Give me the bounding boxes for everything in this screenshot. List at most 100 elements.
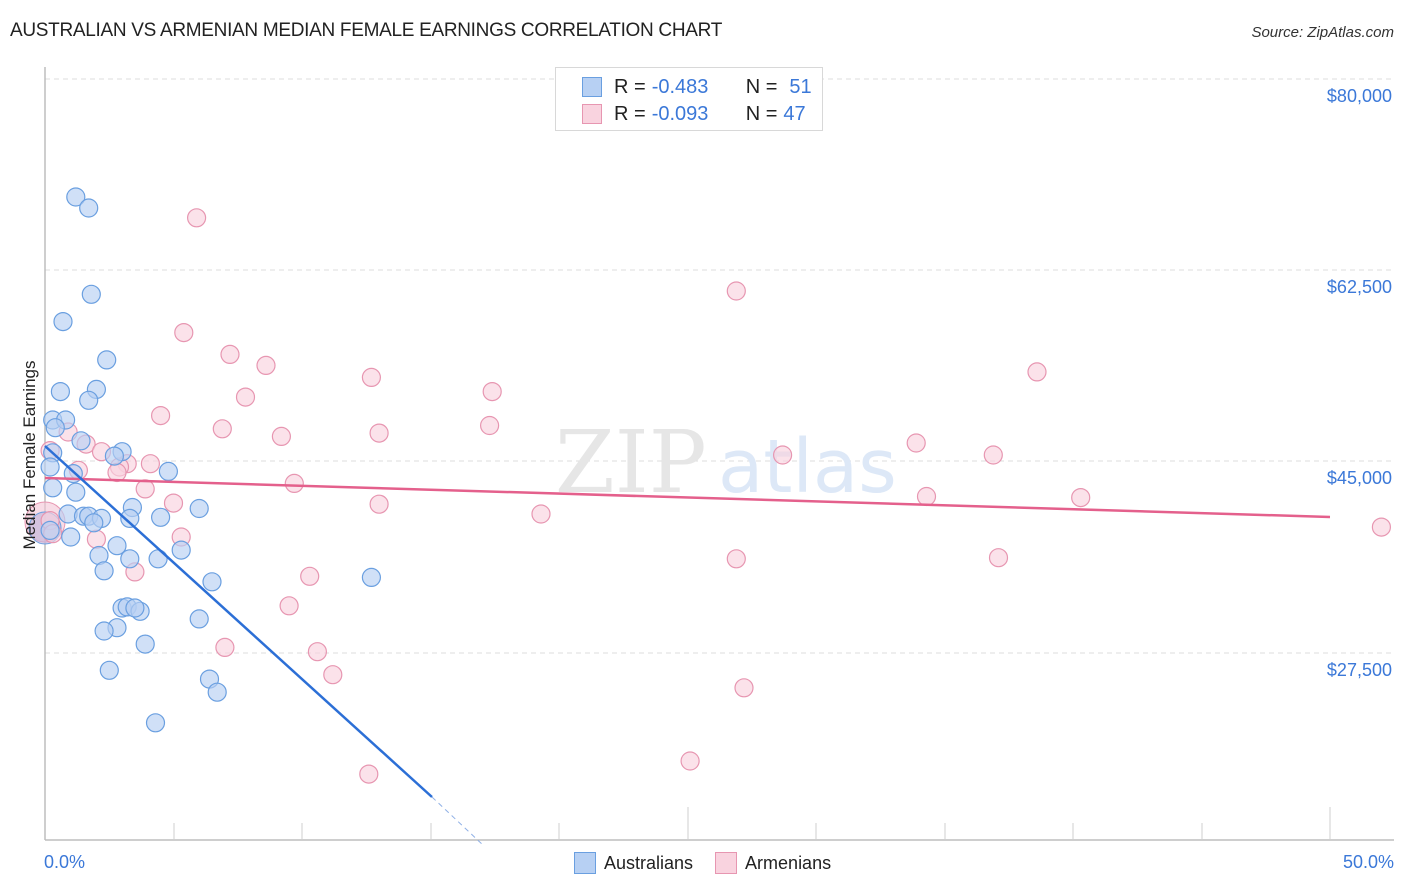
legend-item-australians[interactable]: Australians xyxy=(574,852,693,874)
armenians-swatch xyxy=(582,104,602,124)
armenians-swatch xyxy=(715,852,738,874)
n-value: 47 xyxy=(783,102,806,125)
armenians-point[interactable] xyxy=(86,529,107,549)
australians-point[interactable] xyxy=(151,507,171,527)
armenians-point[interactable] xyxy=(1027,362,1047,382)
armenians-point[interactable] xyxy=(212,419,232,439)
armenians-point[interactable] xyxy=(772,445,793,465)
australians-point[interactable] xyxy=(361,567,381,588)
armenians-point[interactable] xyxy=(916,486,937,507)
australians-point[interactable] xyxy=(66,482,86,502)
armenians-point[interactable] xyxy=(359,764,379,784)
australians-point[interactable] xyxy=(94,561,114,581)
armenians-point[interactable] xyxy=(140,454,160,474)
armenians-point[interactable] xyxy=(726,549,746,569)
armenians-point[interactable] xyxy=(279,596,299,616)
armenians-point[interactable] xyxy=(361,367,381,387)
armenians-point[interactable] xyxy=(726,281,746,301)
australians-point[interactable] xyxy=(107,536,127,556)
armenians-point[interactable] xyxy=(135,479,155,499)
australians-point[interactable] xyxy=(79,198,99,218)
legend-row-australians: R = -0.483 N = 51 xyxy=(582,75,812,99)
armenians-point[interactable] xyxy=(256,355,276,375)
armenians-point[interactable] xyxy=(680,751,700,771)
australians-point[interactable] xyxy=(66,187,86,207)
armenians-point[interactable] xyxy=(734,678,754,698)
australians-point[interactable] xyxy=(71,431,91,451)
australians-point[interactable] xyxy=(135,634,155,654)
n-value: 51 xyxy=(789,75,812,98)
x-ticks xyxy=(173,807,1331,840)
australians-point[interactable] xyxy=(171,540,191,560)
svg-text:atlas: atlas xyxy=(718,424,897,510)
r-value: -0.483 xyxy=(651,75,709,98)
australians-point[interactable] xyxy=(40,457,60,477)
armenians-point[interactable] xyxy=(271,426,291,446)
armenians-point[interactable] xyxy=(151,406,171,426)
australians-point[interactable] xyxy=(189,609,209,629)
armenians-point[interactable] xyxy=(983,445,1003,465)
australians-point[interactable] xyxy=(189,498,209,519)
australians-point[interactable] xyxy=(148,549,168,569)
armenians-point[interactable] xyxy=(187,208,207,228)
australians-point[interactable] xyxy=(207,682,227,702)
legend-label: Armenians xyxy=(745,852,832,873)
armenians-point[interactable] xyxy=(906,433,926,453)
y-axis-title: Median Female Earnings xyxy=(20,360,39,550)
australians-swatch xyxy=(574,852,596,874)
australians-point[interactable] xyxy=(40,520,60,541)
chart-title: AUSTRALIAN VS ARMENIAN MEDIAN FEMALE EAR… xyxy=(10,20,723,41)
armenians-point[interactable] xyxy=(300,566,320,586)
armenians-point[interactable] xyxy=(220,344,240,364)
australians-point[interactable] xyxy=(94,621,114,641)
australians-point[interactable] xyxy=(43,478,63,498)
armenians-point[interactable] xyxy=(482,382,502,402)
legend-row-armenians: R = -0.093 N = 47 xyxy=(582,102,806,126)
armenians-point[interactable] xyxy=(1371,517,1392,537)
australians-point[interactable] xyxy=(125,598,145,618)
n-label: N = xyxy=(745,75,778,98)
armenians-point[interactable] xyxy=(323,665,343,685)
australians-trend-extension xyxy=(431,796,485,847)
armenians-point[interactable] xyxy=(174,323,194,343)
stats-legend: R = -0.483 N = 51 R = -0.093 N = 47 xyxy=(555,67,823,131)
armenians-point[interactable] xyxy=(235,387,256,407)
armenians-point[interactable] xyxy=(988,548,1009,568)
armenians-point[interactable] xyxy=(163,493,184,513)
y-tick-62500: $62,500 xyxy=(1326,277,1392,297)
armenians-point[interactable] xyxy=(369,494,389,514)
armenians-point[interactable] xyxy=(307,642,327,662)
australians-point[interactable] xyxy=(84,513,104,533)
n-label: N = xyxy=(745,102,778,125)
armenians-point[interactable] xyxy=(284,473,304,493)
armenians-points xyxy=(40,208,1392,784)
australians-point[interactable] xyxy=(81,284,101,304)
australians-point[interactable] xyxy=(50,382,71,402)
series-legend: Australians Armenians xyxy=(574,852,853,874)
r-label: R = xyxy=(614,75,646,98)
armenians-point[interactable] xyxy=(215,637,235,658)
australians-point[interactable] xyxy=(61,527,81,547)
armenians-point[interactable] xyxy=(369,423,389,443)
australians-point[interactable] xyxy=(45,418,65,438)
australians-point[interactable] xyxy=(145,713,166,733)
y-tick-27500: $27,500 xyxy=(1326,660,1392,680)
australians-point[interactable] xyxy=(202,572,222,592)
armenians-point[interactable] xyxy=(531,504,551,524)
australians-point[interactable] xyxy=(79,390,99,410)
australians-point[interactable] xyxy=(53,312,73,332)
australians-point[interactable] xyxy=(120,549,140,569)
australians-point[interactable] xyxy=(120,508,140,529)
r-value: -0.093 xyxy=(651,102,709,125)
legend-label: Australians xyxy=(604,852,694,873)
y-tick-80000: $80,000 xyxy=(1326,86,1392,106)
armenians-point[interactable] xyxy=(480,415,500,436)
australians-point[interactable] xyxy=(104,446,125,466)
x-tick-min: 0.0% xyxy=(44,852,86,872)
australians-point[interactable] xyxy=(99,660,119,680)
australians-point[interactable] xyxy=(158,461,178,481)
armenians-point[interactable] xyxy=(1071,488,1091,508)
legend-item-armenians[interactable]: Armenians xyxy=(715,852,831,874)
australians-point[interactable] xyxy=(97,350,117,370)
